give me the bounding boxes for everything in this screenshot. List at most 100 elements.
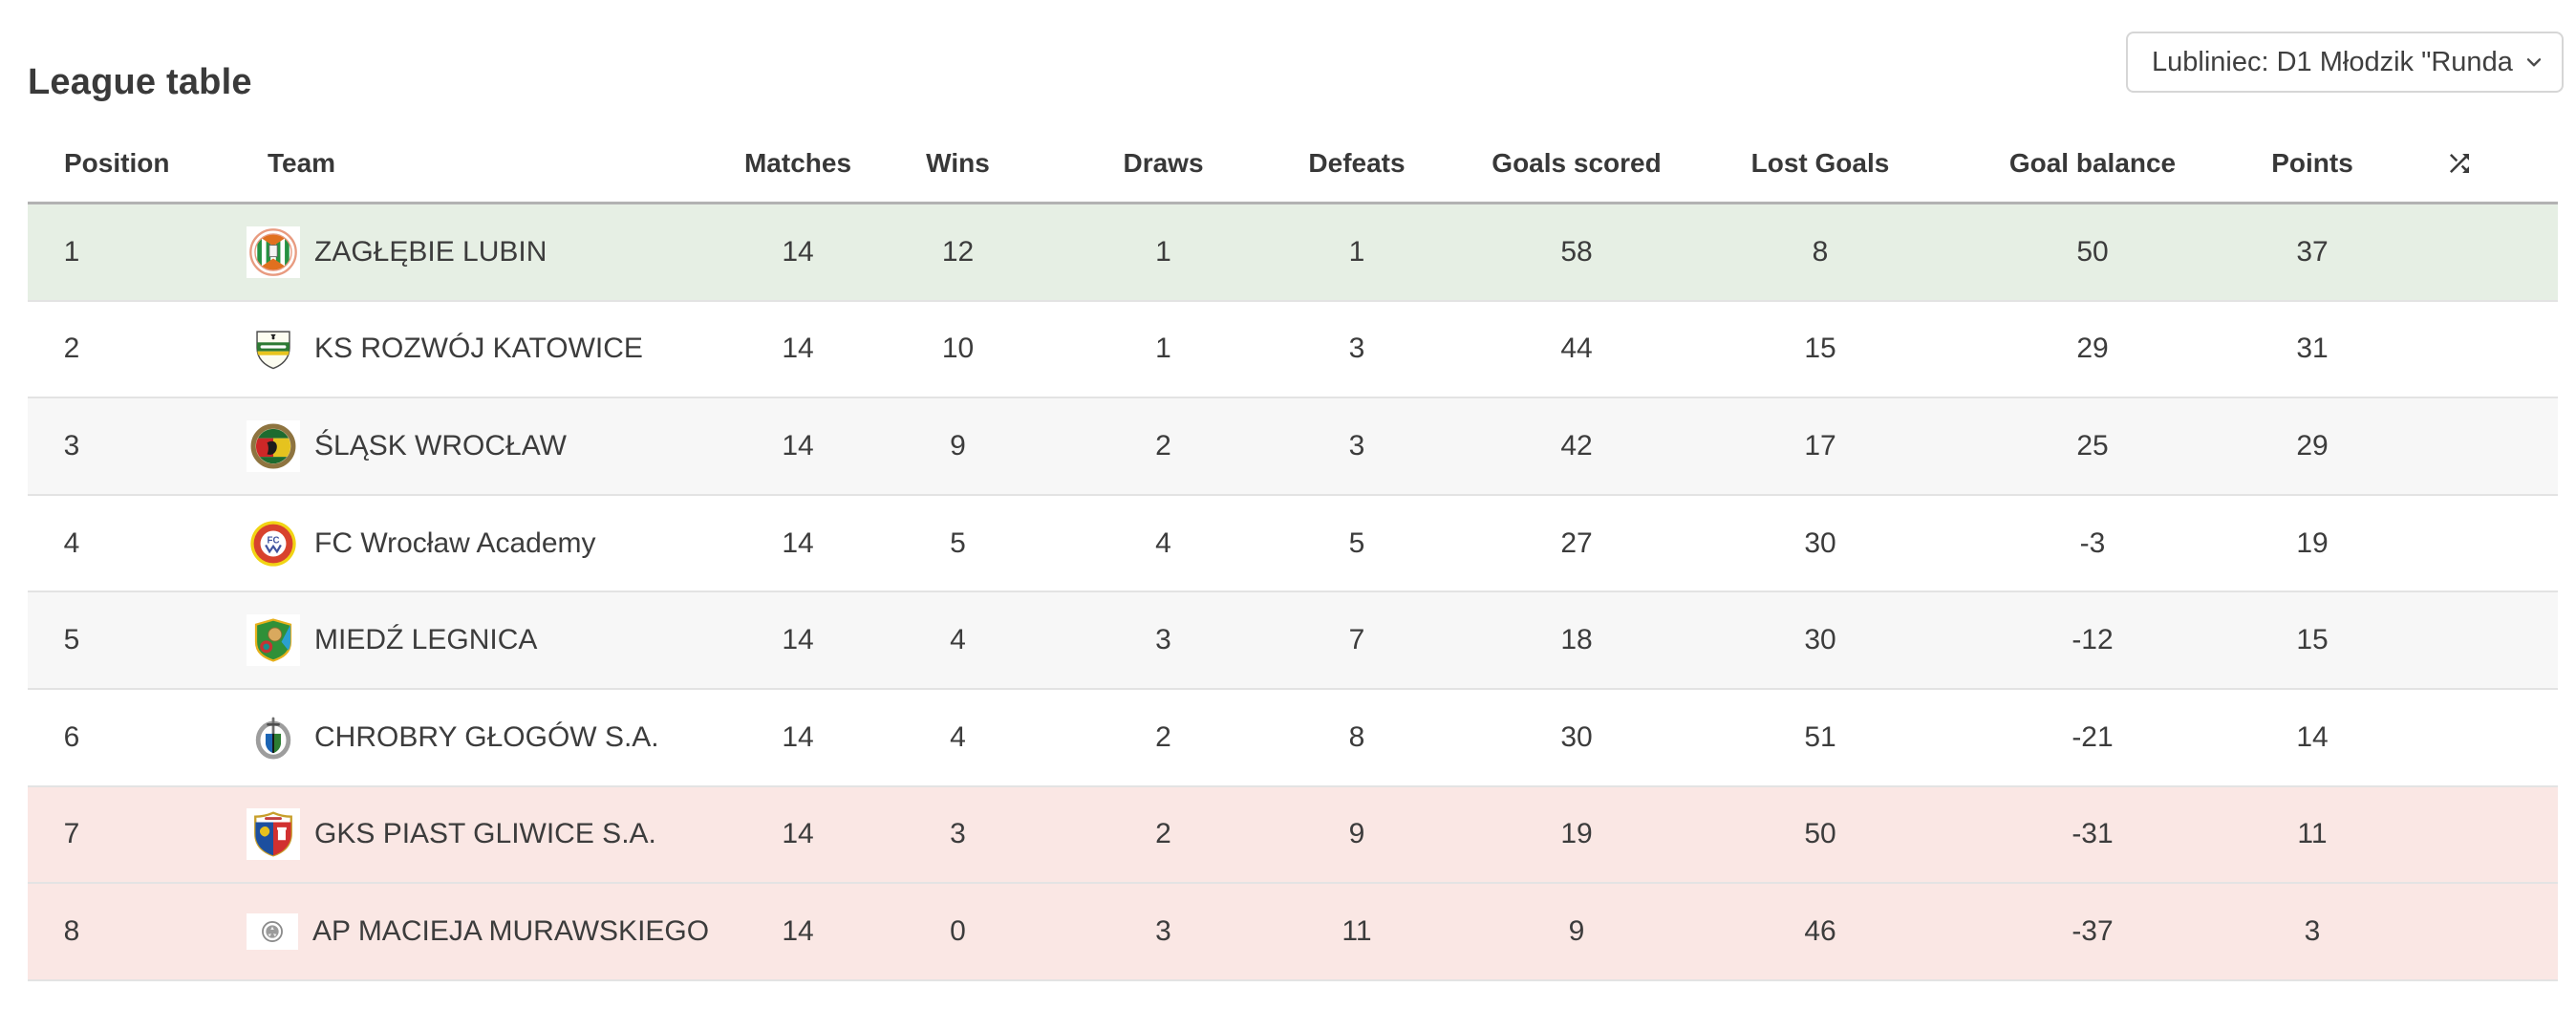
wins-value: 5 bbox=[950, 526, 966, 559]
goals-scored-value: 44 bbox=[1560, 333, 1593, 365]
position-value: 2 bbox=[63, 333, 80, 365]
column-header-wins: Wins bbox=[926, 147, 990, 178]
draws-value: 2 bbox=[1155, 429, 1171, 462]
goal-balance-value: -31 bbox=[2072, 818, 2114, 850]
wins-value: 10 bbox=[941, 333, 975, 365]
draws-value: 4 bbox=[1155, 526, 1171, 559]
matches-value: 14 bbox=[782, 235, 814, 268]
chrobry-glogow-badge-icon bbox=[247, 711, 300, 763]
defeats-value: 7 bbox=[1348, 624, 1365, 656]
points-value: 19 bbox=[2296, 526, 2329, 559]
wins-value: 12 bbox=[941, 235, 975, 268]
lost-goals-value: 30 bbox=[1804, 624, 1836, 656]
position-value: 1 bbox=[63, 235, 80, 268]
column-header-lost-goals: Lost Goals bbox=[1750, 147, 1890, 178]
column-header-position: Position bbox=[64, 147, 170, 178]
goals-scored-value: 42 bbox=[1560, 429, 1593, 462]
lost-goals-value: 8 bbox=[1812, 235, 1829, 268]
goal-balance-value: 29 bbox=[2076, 333, 2109, 365]
table-row: 2 bbox=[28, 301, 2558, 399]
matches-value: 14 bbox=[782, 914, 814, 947]
draws-value: 3 bbox=[1155, 624, 1171, 656]
matches-value: 14 bbox=[782, 624, 814, 656]
column-header-team: Team bbox=[268, 147, 336, 178]
defeats-value: 9 bbox=[1348, 818, 1365, 850]
wins-value: 0 bbox=[950, 914, 966, 947]
goal-balance-value: 25 bbox=[2076, 429, 2109, 462]
lost-goals-value: 17 bbox=[1804, 429, 1836, 462]
points-value: 14 bbox=[2296, 720, 2329, 753]
defeats-value: 1 bbox=[1348, 235, 1365, 268]
goals-scored-value: 27 bbox=[1560, 526, 1593, 559]
position-value: 8 bbox=[63, 914, 80, 947]
goals-scored-value: 30 bbox=[1560, 720, 1593, 753]
goals-scored-value: 18 bbox=[1560, 624, 1593, 656]
defeats-value: 5 bbox=[1348, 526, 1365, 559]
lost-goals-value: 15 bbox=[1804, 333, 1836, 365]
draws-value: 1 bbox=[1155, 235, 1171, 268]
draws-value: 3 bbox=[1155, 914, 1171, 947]
goal-balance-value: -12 bbox=[2072, 624, 2114, 656]
draws-value: 2 bbox=[1155, 720, 1171, 753]
team-name: MIEDŹ LEGNICA bbox=[314, 624, 538, 656]
defeats-value: 11 bbox=[1342, 914, 1372, 947]
matches-value: 14 bbox=[782, 526, 814, 559]
zaglebie-lubin-badge-icon bbox=[247, 225, 300, 278]
fc-wroclaw-academy-badge-icon: FC bbox=[247, 517, 300, 569]
position-value: 7 bbox=[63, 818, 80, 850]
table-row: 4 FC FC Wrocław Academy 14 5 bbox=[28, 495, 2558, 593]
table-row: 8 AP MACIEJA MURAWSKIEGO 14 0 3 bbox=[28, 884, 2558, 981]
defeats-value: 3 bbox=[1348, 429, 1365, 462]
league-table: Position Team Matches Wins Draws Defeats… bbox=[28, 124, 2558, 981]
team-name: ZAGŁĘBIE LUBIN bbox=[314, 235, 547, 268]
team-name: GKS PIAST GLIWICE S.A. bbox=[314, 818, 656, 850]
team-name: CHROBRY GŁOGÓW S.A. bbox=[314, 720, 659, 753]
position-value: 5 bbox=[63, 624, 80, 656]
points-value: 3 bbox=[2304, 914, 2321, 947]
team-name: AP MACIEJA MURAWSKIEGO bbox=[312, 914, 710, 947]
ap-macieja-murawskiego-badge-icon bbox=[247, 912, 298, 950]
piast-gliwice-badge-icon bbox=[247, 808, 300, 861]
lost-goals-value: 30 bbox=[1804, 526, 1836, 559]
lost-goals-value: 51 bbox=[1804, 720, 1836, 753]
column-header-matches: Matches bbox=[743, 147, 852, 178]
team-name: FC Wrocław Academy bbox=[314, 526, 596, 559]
table-body: 1 bbox=[28, 204, 2558, 981]
draws-value: 1 bbox=[1155, 333, 1171, 365]
column-header-goal-balance: Goal balance bbox=[2008, 147, 2177, 178]
matches-value: 14 bbox=[782, 333, 814, 365]
wins-value: 3 bbox=[950, 818, 966, 850]
draws-value: 2 bbox=[1155, 818, 1171, 850]
points-value: 11 bbox=[2297, 818, 2328, 850]
lost-goals-value: 46 bbox=[1804, 914, 1836, 947]
column-header-defeats: Defeats bbox=[1308, 147, 1406, 178]
points-value: 31 bbox=[2296, 333, 2329, 365]
defeats-value: 8 bbox=[1348, 720, 1365, 753]
points-value: 29 bbox=[2296, 429, 2329, 462]
table-row: 1 bbox=[28, 204, 2558, 302]
slask-wroclaw-badge-icon bbox=[247, 419, 300, 472]
table-header-row: Position Team Matches Wins Draws Defeats… bbox=[28, 124, 2558, 204]
league-select-dropdown[interactable]: Lubliniec: D1 Młodzik "Runda I bbox=[2126, 32, 2564, 93]
goal-balance-value: -3 bbox=[2079, 526, 2106, 559]
page-title: League table bbox=[28, 62, 252, 103]
goal-balance-value: 50 bbox=[2076, 235, 2109, 268]
position-value: 4 bbox=[63, 526, 80, 559]
matches-value: 14 bbox=[782, 720, 814, 753]
chevron-down-icon bbox=[2522, 50, 2546, 75]
position-value: 6 bbox=[63, 720, 80, 753]
wins-value: 4 bbox=[950, 720, 966, 753]
shuffle-icon[interactable] bbox=[2360, 149, 2558, 178]
goals-scored-value: 9 bbox=[1568, 914, 1585, 947]
position-value: 3 bbox=[63, 429, 80, 462]
column-header-goals-scored: Goals scored bbox=[1492, 147, 1662, 178]
goals-scored-value: 58 bbox=[1560, 235, 1593, 268]
lost-goals-value: 50 bbox=[1804, 818, 1836, 850]
wins-value: 9 bbox=[950, 429, 966, 462]
goal-balance-value: -37 bbox=[2072, 914, 2114, 947]
matches-value: 14 bbox=[782, 818, 814, 850]
table-row: 3 bbox=[28, 398, 2558, 496]
column-header-points: Points bbox=[2271, 147, 2353, 178]
team-name: ŚLĄSK WROCŁAW bbox=[314, 429, 567, 462]
defeats-value: 3 bbox=[1348, 333, 1365, 365]
